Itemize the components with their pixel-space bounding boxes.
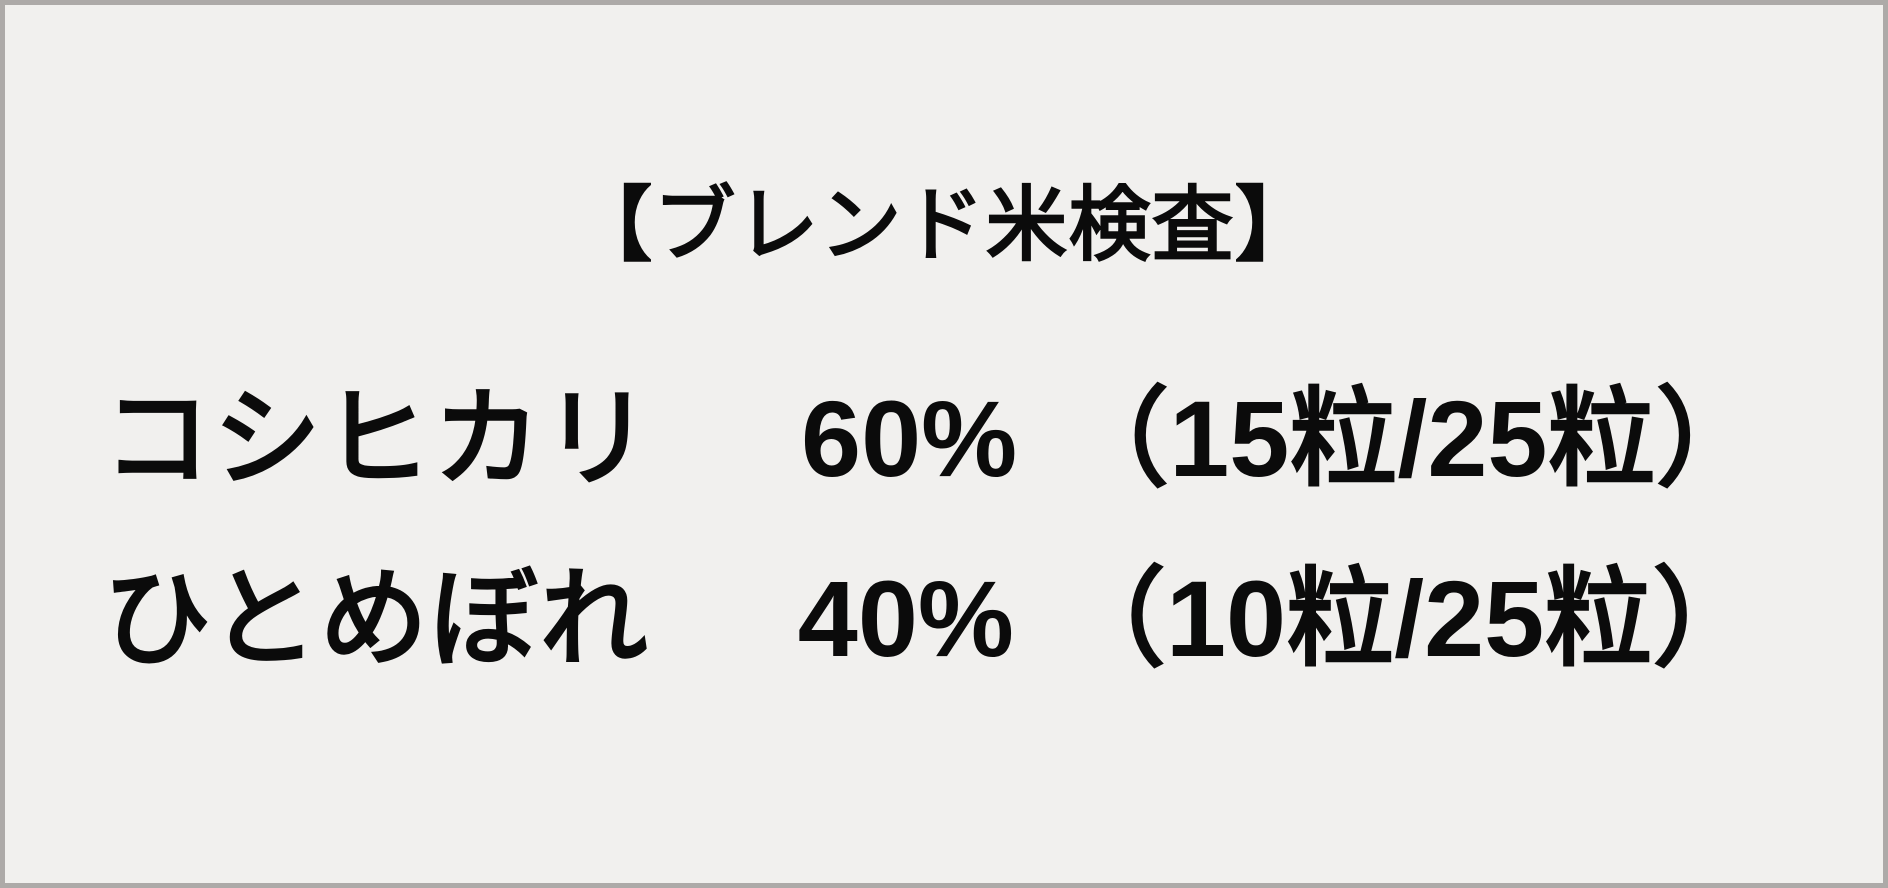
result-row-hitomebore: ひとめぼれ 40% （10粒/25粒） xyxy=(103,565,1760,673)
percentage-value: 40% xyxy=(797,558,1014,679)
result-row-koshihikari: コシヒカリ 60% （15粒/25粒） xyxy=(103,385,1763,493)
percentage-value: 60% xyxy=(801,378,1018,499)
card-title: 【ブレンド米検査】 xyxy=(570,180,1318,271)
variety-name: コシヒカリ xyxy=(103,378,654,499)
grain-fraction: （15粒/25粒） xyxy=(1061,378,1764,499)
variety-name: ひとめぼれ xyxy=(103,558,650,679)
grain-fraction: （10粒/25粒） xyxy=(1057,558,1761,679)
